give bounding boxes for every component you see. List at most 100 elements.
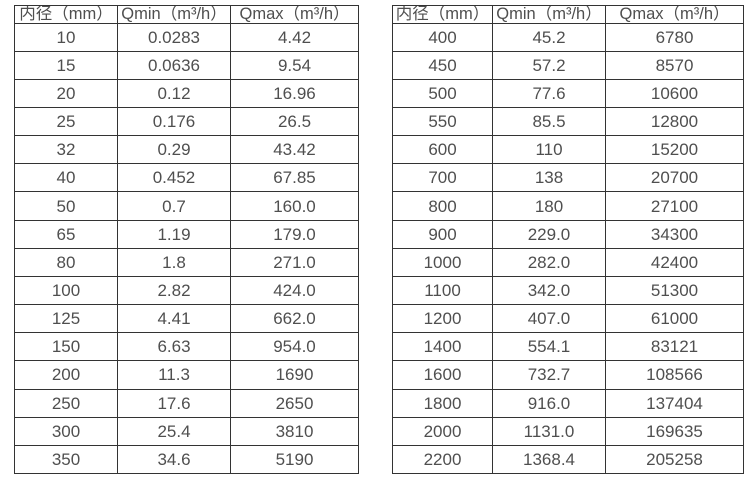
data-cell: 26.5 bbox=[230, 106, 359, 137]
header-cell-qmax: Qmax（m³/h） bbox=[605, 5, 744, 24]
data-cell: 662.0 bbox=[230, 304, 359, 334]
data-cell: 100 bbox=[14, 275, 118, 306]
data-cell: 1000 bbox=[392, 247, 493, 277]
table-row: 40 0.452 67.85 bbox=[14, 163, 359, 193]
header-cell-qmin: Qmin（m³/h） bbox=[492, 5, 606, 24]
data-cell: 954.0 bbox=[230, 332, 359, 362]
table-row: 2200 1368.4 205258 bbox=[392, 444, 744, 475]
data-cell: 271.0 bbox=[230, 247, 359, 277]
header-cell-qmax: Qmax（m³/h） bbox=[230, 5, 359, 24]
data-cell: 916.0 bbox=[492, 388, 606, 418]
table-row: 25 0.176 26.5 bbox=[14, 106, 359, 137]
data-cell: 1800 bbox=[392, 388, 493, 418]
table-row: 200 11.3 1690 bbox=[14, 360, 359, 390]
data-cell: 2200 bbox=[392, 444, 493, 475]
data-cell: 4.42 bbox=[230, 22, 359, 52]
table-row: 1100 342.0 51300 bbox=[392, 275, 744, 306]
data-cell: 1200 bbox=[392, 304, 493, 334]
table-row: 900 229.0 34300 bbox=[392, 219, 744, 249]
data-cell: 137404 bbox=[605, 388, 744, 418]
data-cell: 83121 bbox=[605, 332, 744, 362]
data-cell: 65 bbox=[14, 219, 118, 249]
data-cell: 550 bbox=[392, 106, 493, 137]
data-cell: 6.63 bbox=[117, 332, 231, 362]
data-cell: 0.176 bbox=[117, 106, 231, 137]
table-row: 20 0.12 16.96 bbox=[14, 78, 359, 108]
data-cell: 20 bbox=[14, 78, 118, 108]
data-cell: 57.2 bbox=[492, 50, 606, 80]
table-row: 50 0.7 160.0 bbox=[14, 191, 359, 221]
data-cell: 4.41 bbox=[117, 304, 231, 334]
data-cell: 67.85 bbox=[230, 163, 359, 193]
data-cell: 0.0636 bbox=[117, 50, 231, 80]
table-row: 125 4.41 662.0 bbox=[14, 304, 359, 334]
data-cell: 250 bbox=[14, 388, 118, 418]
data-cell: 138 bbox=[492, 163, 606, 193]
data-cell: 10 bbox=[14, 22, 118, 52]
table-row: 500 77.6 10600 bbox=[392, 78, 744, 108]
data-cell: 342.0 bbox=[492, 275, 606, 306]
data-cell: 732.7 bbox=[492, 360, 606, 390]
data-cell: 110 bbox=[492, 135, 606, 165]
data-cell: 5190 bbox=[230, 444, 359, 475]
header-cell-diameter: 内径（mm） bbox=[14, 5, 118, 24]
data-cell: 2000 bbox=[392, 416, 493, 446]
data-cell: 179.0 bbox=[230, 219, 359, 249]
table-row: 700 138 20700 bbox=[392, 163, 744, 193]
table-row: 600 110 15200 bbox=[392, 135, 744, 165]
data-cell: 900 bbox=[392, 219, 493, 249]
header-row: 内径（mm） Qmin（m³/h） Qmax（m³/h） bbox=[14, 5, 359, 24]
data-cell: 0.29 bbox=[117, 135, 231, 165]
table-row: 250 17.6 2650 bbox=[14, 388, 359, 418]
table-row: 1800 916.0 137404 bbox=[392, 388, 744, 418]
data-cell: 200 bbox=[14, 360, 118, 390]
data-cell: 180 bbox=[492, 191, 606, 221]
data-cell: 554.1 bbox=[492, 332, 606, 362]
table-row: 10 0.0283 4.42 bbox=[14, 22, 359, 52]
data-cell: 229.0 bbox=[492, 219, 606, 249]
data-cell: 169635 bbox=[605, 416, 744, 446]
data-cell: 27100 bbox=[605, 191, 744, 221]
data-cell: 450 bbox=[392, 50, 493, 80]
data-cell: 16.96 bbox=[230, 78, 359, 108]
data-cell: 12800 bbox=[605, 106, 744, 137]
data-cell: 1131.0 bbox=[492, 416, 606, 446]
table-row: 300 25.4 3810 bbox=[14, 416, 359, 446]
table-row: 65 1.19 179.0 bbox=[14, 219, 359, 249]
data-cell: 282.0 bbox=[492, 247, 606, 277]
data-cell: 45.2 bbox=[492, 22, 606, 52]
table-row: 350 34.6 5190 bbox=[14, 444, 359, 475]
data-cell: 1100 bbox=[392, 275, 493, 306]
table-row: 15 0.0636 9.54 bbox=[14, 50, 359, 80]
table-row: 1000 282.0 42400 bbox=[392, 247, 744, 277]
table-row: 100 2.82 424.0 bbox=[14, 275, 359, 306]
data-cell: 2.82 bbox=[117, 275, 231, 306]
data-cell: 25 bbox=[14, 106, 118, 137]
table-row: 1200 407.0 61000 bbox=[392, 304, 744, 334]
data-cell: 500 bbox=[392, 78, 493, 108]
data-cell: 17.6 bbox=[117, 388, 231, 418]
data-cell: 1600 bbox=[392, 360, 493, 390]
data-cell: 108566 bbox=[605, 360, 744, 390]
data-cell: 10600 bbox=[605, 78, 744, 108]
data-cell: 160.0 bbox=[230, 191, 359, 221]
data-cell: 125 bbox=[14, 304, 118, 334]
data-cell: 20700 bbox=[605, 163, 744, 193]
data-cell: 1.8 bbox=[117, 247, 231, 277]
data-cell: 34.6 bbox=[117, 444, 231, 475]
data-cell: 350 bbox=[14, 444, 118, 475]
data-cell: 1.19 bbox=[117, 219, 231, 249]
data-cell: 32 bbox=[14, 135, 118, 165]
data-cell: 205258 bbox=[605, 444, 744, 475]
data-cell: 3810 bbox=[230, 416, 359, 446]
table-row: 550 85.5 12800 bbox=[392, 106, 744, 137]
header-cell-diameter: 内径（mm） bbox=[392, 5, 493, 24]
data-cell: 424.0 bbox=[230, 275, 359, 306]
table-row: 32 0.29 43.42 bbox=[14, 135, 359, 165]
data-cell: 150 bbox=[14, 332, 118, 362]
header-row: 内径（mm） Qmin（m³/h） Qmax（m³/h） bbox=[392, 5, 744, 24]
data-cell: 1690 bbox=[230, 360, 359, 390]
data-cell: 0.7 bbox=[117, 191, 231, 221]
data-cell: 51300 bbox=[605, 275, 744, 306]
table-row: 800 180 27100 bbox=[392, 191, 744, 221]
